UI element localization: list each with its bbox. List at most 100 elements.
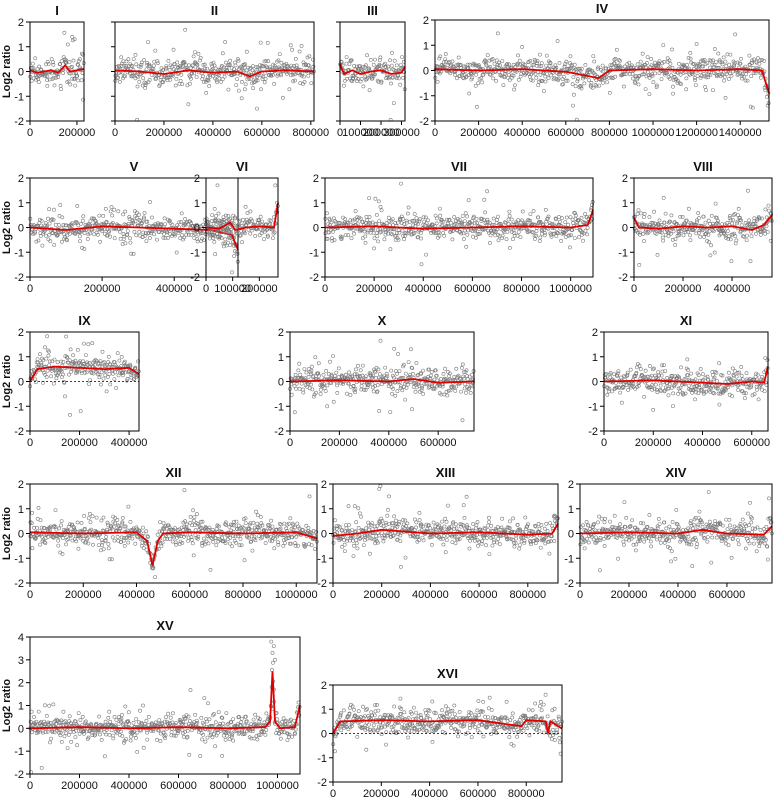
- x-tick-label: 200000: [65, 589, 102, 601]
- y-tick-label: -2: [309, 272, 319, 284]
- data-point: [643, 212, 646, 215]
- data-point: [345, 392, 348, 395]
- data-point: [187, 539, 190, 542]
- data-point: [251, 65, 254, 68]
- data-point: [672, 392, 675, 395]
- data-point: [163, 217, 166, 220]
- data-point: [464, 391, 467, 394]
- data-point: [80, 371, 83, 374]
- data-point: [715, 61, 718, 64]
- data-point: [63, 31, 66, 34]
- data-point: [142, 59, 145, 62]
- y-tick-label: -2: [14, 578, 24, 590]
- data-point: [488, 59, 491, 62]
- data-point: [506, 230, 509, 233]
- data-point: [471, 76, 474, 79]
- data-point: [501, 60, 504, 63]
- data-point: [460, 366, 463, 369]
- data-point: [495, 79, 498, 82]
- data-point: [193, 51, 196, 54]
- data-point: [404, 372, 407, 375]
- data-point: [679, 73, 682, 76]
- data-point: [740, 365, 743, 368]
- data-point: [331, 355, 334, 358]
- data-point: [50, 58, 53, 61]
- data-point: [60, 88, 63, 91]
- data-point: [162, 232, 165, 235]
- data-point: [229, 59, 232, 62]
- data-point: [88, 512, 91, 515]
- data-point: [255, 107, 258, 110]
- data-point: [347, 505, 350, 508]
- data-point: [731, 219, 734, 222]
- data-point: [418, 220, 421, 223]
- data-point: [486, 190, 489, 193]
- data-point: [419, 237, 422, 240]
- data-point: [536, 59, 539, 62]
- data-point: [171, 540, 174, 543]
- data-points: [114, 28, 316, 121]
- data-point: [592, 55, 595, 58]
- x-tick-label: 400000: [195, 127, 232, 139]
- data-point: [572, 221, 575, 224]
- y-tick-label: 0: [592, 377, 598, 389]
- data-point: [754, 232, 757, 235]
- data-point: [653, 61, 656, 64]
- data-point: [475, 217, 478, 220]
- data-point: [134, 53, 137, 56]
- data-point: [512, 63, 515, 66]
- data-point: [565, 216, 568, 219]
- data-point: [712, 59, 715, 62]
- data-point: [701, 373, 704, 376]
- x-tick-label: 200000: [460, 127, 497, 139]
- y-tick-label: 0: [18, 529, 24, 541]
- data-point: [82, 342, 85, 345]
- data-point: [477, 82, 480, 85]
- data-point: [465, 245, 468, 248]
- data-point: [734, 242, 737, 245]
- data-point: [127, 222, 130, 225]
- data-point: [325, 212, 328, 215]
- data-point: [463, 229, 466, 232]
- data-point: [193, 516, 196, 519]
- data-point: [466, 215, 469, 218]
- data-point: [730, 260, 733, 263]
- data-point: [356, 364, 359, 367]
- data-point: [293, 79, 296, 82]
- data-point: [298, 387, 301, 390]
- data-point: [192, 509, 195, 512]
- data-point: [469, 391, 472, 394]
- data-point: [189, 77, 192, 80]
- data-point: [273, 82, 276, 85]
- data-point: [439, 214, 442, 217]
- data-point: [690, 372, 693, 375]
- x-tick-label: 200000: [61, 437, 98, 449]
- data-point: [48, 222, 51, 225]
- data-point: [544, 80, 547, 83]
- data-point: [174, 84, 177, 87]
- data-point: [127, 58, 130, 61]
- data-point: [116, 518, 119, 521]
- data-point: [493, 62, 496, 65]
- data-point: [109, 210, 112, 213]
- x-tick-label: 0: [287, 437, 293, 449]
- data-point: [373, 247, 376, 250]
- data-point: [507, 218, 510, 221]
- y-tick-label: 1: [18, 198, 24, 210]
- data-point: [483, 198, 486, 201]
- data-point: [124, 242, 127, 245]
- data-point: [81, 219, 84, 222]
- data-point: [314, 356, 317, 359]
- data-point: [82, 215, 85, 218]
- data-point: [467, 199, 470, 202]
- data-point: [102, 214, 105, 217]
- data-point: [132, 58, 135, 61]
- x-tick-label: 800000: [292, 127, 329, 139]
- data-point: [110, 558, 113, 561]
- data-point: [44, 542, 47, 545]
- data-point: [694, 84, 697, 87]
- data-point: [677, 62, 680, 65]
- data-point: [542, 90, 545, 93]
